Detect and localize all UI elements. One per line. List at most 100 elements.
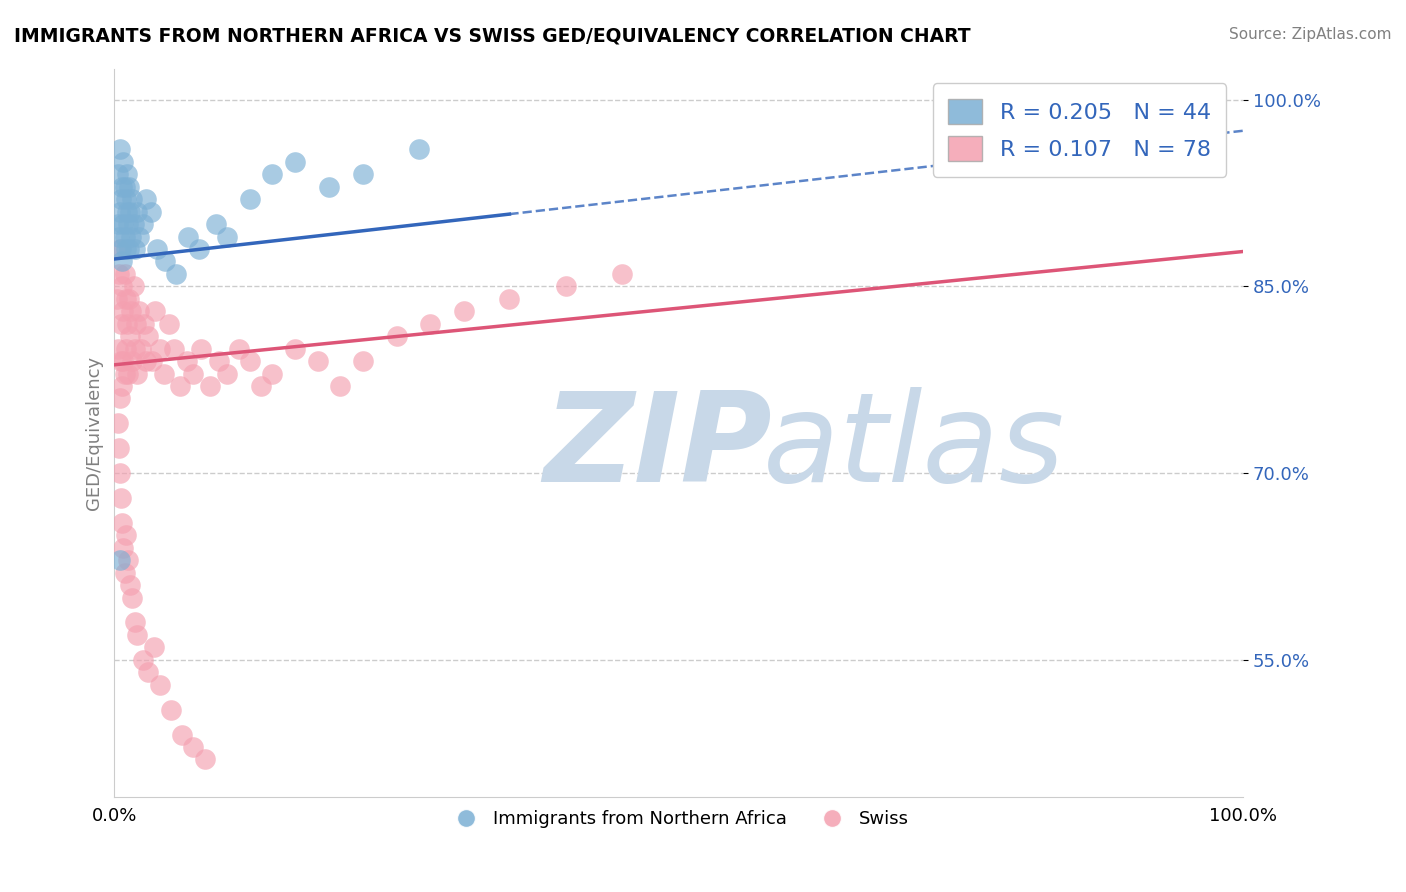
Point	[110, 192, 132, 206]
Point	[205, 217, 228, 231]
Point	[125, 628, 148, 642]
Point	[125, 204, 148, 219]
Point	[122, 217, 145, 231]
Legend: Immigrants from Northern Africa, Swiss: Immigrants from Northern Africa, Swiss	[441, 803, 917, 835]
Point	[115, 317, 138, 331]
Point	[419, 317, 441, 331]
Point	[139, 204, 162, 219]
Point	[131, 217, 153, 231]
Point	[108, 553, 131, 567]
Point	[108, 441, 131, 455]
Point	[112, 304, 135, 318]
Point	[194, 752, 217, 766]
Point	[114, 229, 136, 244]
Point	[142, 640, 165, 655]
Point	[125, 367, 148, 381]
Point	[146, 242, 169, 256]
Text: Source: ZipAtlas.com: Source: ZipAtlas.com	[1229, 27, 1392, 42]
Point	[352, 354, 374, 368]
Point	[172, 727, 194, 741]
Point	[160, 703, 183, 717]
Point	[120, 304, 142, 318]
Point	[228, 342, 250, 356]
Point	[114, 192, 136, 206]
Point	[108, 229, 131, 244]
Point	[114, 292, 136, 306]
Point	[217, 229, 239, 244]
Point	[612, 267, 634, 281]
Point	[114, 342, 136, 356]
Point	[118, 292, 141, 306]
Point	[148, 342, 170, 356]
Point	[110, 491, 132, 505]
Point	[111, 379, 134, 393]
Point	[108, 204, 131, 219]
Point	[117, 553, 139, 567]
Point	[124, 342, 146, 356]
Point	[148, 678, 170, 692]
Point	[121, 354, 143, 368]
Point	[554, 279, 576, 293]
Point	[307, 354, 329, 368]
Point	[112, 217, 135, 231]
Point	[117, 217, 139, 231]
Point	[166, 267, 188, 281]
Point	[128, 229, 150, 244]
Point	[110, 317, 132, 331]
Point	[118, 242, 141, 256]
Point	[190, 342, 212, 356]
Point	[498, 292, 520, 306]
Point	[111, 279, 134, 293]
Point	[135, 192, 157, 206]
Point	[352, 167, 374, 181]
Point	[114, 179, 136, 194]
Point	[105, 292, 128, 306]
Point	[131, 653, 153, 667]
Point	[217, 367, 239, 381]
Point	[262, 167, 284, 181]
Point	[141, 354, 163, 368]
Point	[177, 229, 200, 244]
Point	[120, 204, 142, 219]
Point	[107, 217, 129, 231]
Point	[262, 367, 284, 381]
Point	[453, 304, 475, 318]
Point	[108, 242, 131, 256]
Point	[176, 354, 198, 368]
Point	[169, 379, 191, 393]
Point	[239, 192, 262, 206]
Point	[112, 541, 135, 555]
Text: IMMIGRANTS FROM NORTHERN AFRICA VS SWISS GED/EQUIVALENCY CORRELATION CHART: IMMIGRANTS FROM NORTHERN AFRICA VS SWISS…	[14, 27, 970, 45]
Point	[131, 342, 153, 356]
Point	[121, 591, 143, 605]
Point	[183, 367, 205, 381]
Point	[108, 466, 131, 480]
Point	[157, 317, 180, 331]
Point	[200, 379, 222, 393]
Text: atlas: atlas	[763, 387, 1066, 508]
Point	[284, 154, 307, 169]
Point	[385, 329, 408, 343]
Point	[128, 304, 150, 318]
Point	[136, 329, 159, 343]
Point	[114, 566, 136, 580]
Point	[110, 242, 132, 256]
Point	[118, 179, 141, 194]
Point	[120, 578, 142, 592]
Point	[125, 317, 148, 331]
Text: ZIP: ZIP	[543, 387, 772, 508]
Point	[120, 229, 142, 244]
Point	[107, 167, 129, 181]
Point	[124, 242, 146, 256]
Point	[107, 417, 129, 431]
Point	[111, 254, 134, 268]
Point	[132, 317, 155, 331]
Point	[114, 367, 136, 381]
Point	[135, 354, 157, 368]
Point	[115, 204, 138, 219]
Point	[108, 267, 131, 281]
Point	[120, 329, 142, 343]
Y-axis label: GED/Equivalency: GED/Equivalency	[86, 356, 103, 509]
Point	[188, 242, 211, 256]
Point	[124, 615, 146, 630]
